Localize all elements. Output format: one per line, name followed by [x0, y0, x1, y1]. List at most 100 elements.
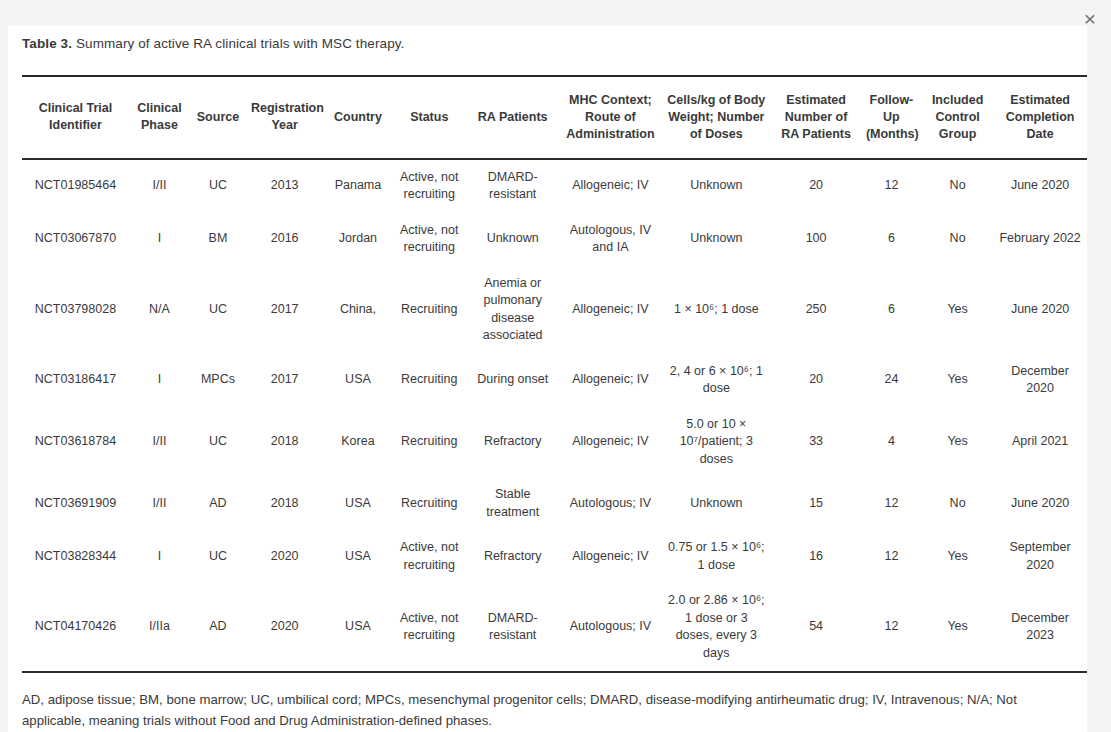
table-cell: I/II	[129, 477, 190, 530]
table-cell: Korea	[323, 407, 392, 478]
table-cell: UC	[190, 159, 246, 213]
table-row: NCT03186417IMPCs2017USARecruitingDuring …	[22, 354, 1087, 407]
table-cell: 2.0 or 2.86 × 10⁶; 1 dose or 3 doses, ev…	[661, 583, 771, 672]
table-cell: During onset	[466, 354, 560, 407]
table-cell: China,	[323, 266, 392, 354]
table-cell: Anemia or pulmonary disease associated	[466, 266, 560, 354]
table-cell: I	[129, 530, 190, 583]
table-cell: USA	[323, 583, 392, 672]
table-cell: Yes	[922, 354, 993, 407]
table-cell: MPCs	[190, 354, 246, 407]
table-cell: Jordan	[323, 213, 392, 266]
table-cell: December 2023	[993, 583, 1087, 672]
table-cell: Panama	[323, 159, 392, 213]
table-cell: Allogeneic; IV	[560, 266, 662, 354]
page-background: × Table 3. Summary of active RA clinical…	[0, 0, 1111, 732]
table-cell: Unknown	[661, 159, 771, 213]
table-cell: I/II	[129, 407, 190, 478]
table-row: NCT01985464I/IIUC2013PanamaActive, not r…	[22, 159, 1087, 213]
table-cell: Refractory	[466, 530, 560, 583]
table-cell: 2013	[246, 159, 323, 213]
table-cell: September 2020	[993, 530, 1087, 583]
table-cell: 16	[771, 530, 861, 583]
table-body: NCT01985464I/IIUC2013PanamaActive, not r…	[22, 159, 1087, 673]
table-cell: 33	[771, 407, 861, 478]
table-cell: 250	[771, 266, 861, 354]
table-cell: No	[922, 213, 993, 266]
column-header: Cells/kg of Body Weight; Number of Doses	[661, 76, 771, 159]
table-caption-text: Summary of active RA clinical trials wit…	[76, 36, 405, 51]
column-header: Clinical Phase	[129, 76, 190, 159]
table-cell: DMARD-resistant	[466, 583, 560, 672]
table-cell: 20	[771, 159, 861, 213]
table-cell: Allogeneic; IV	[560, 530, 662, 583]
table-cell: June 2020	[993, 266, 1087, 354]
table-cell: NCT03186417	[22, 354, 129, 407]
table-cell: NCT03618784	[22, 407, 129, 478]
column-header: Country	[323, 76, 392, 159]
table-cell: Unknown	[466, 213, 560, 266]
table-cell: Recruiting	[393, 354, 466, 407]
table-cell: 20	[771, 354, 861, 407]
table-cell: AD	[190, 583, 246, 672]
table-cell: Autologous; IV	[560, 583, 662, 672]
table-row: NCT03798028N/AUC2017China,RecruitingAnem…	[22, 266, 1087, 354]
column-header: Status	[393, 76, 466, 159]
table-cell: USA	[323, 530, 392, 583]
table-cell: Active, not recruiting	[393, 530, 466, 583]
table-cell: NCT04170426	[22, 583, 129, 672]
table-cell: 6	[861, 266, 922, 354]
table-cell: Refractory	[466, 407, 560, 478]
table-cell: No	[922, 159, 993, 213]
table-cell: Autologous; IV	[560, 477, 662, 530]
column-header: Follow-Up (Months)	[861, 76, 922, 159]
table-cell: Active, not recruiting	[393, 583, 466, 672]
table-cell: 6	[861, 213, 922, 266]
table-cell: Stable treatment	[466, 477, 560, 530]
table-cell: I/II	[129, 159, 190, 213]
table-cell: NCT03798028	[22, 266, 129, 354]
table-row: NCT03067870IBM2016JordanActive, not recr…	[22, 213, 1087, 266]
table-cell: 15	[771, 477, 861, 530]
table-cell: Yes	[922, 407, 993, 478]
table-cell: Unknown	[661, 213, 771, 266]
table-cell: UC	[190, 407, 246, 478]
table-cell: Yes	[922, 266, 993, 354]
table-cell: DMARD-resistant	[466, 159, 560, 213]
column-header: Estimated Number of RA Patients	[771, 76, 861, 159]
table-cell: 2018	[246, 407, 323, 478]
table-cell: Allogeneic; IV	[560, 354, 662, 407]
table-cell: 12	[861, 159, 922, 213]
table-panel: Table 3. Summary of active RA clinical t…	[8, 26, 1087, 732]
column-header: Source	[190, 76, 246, 159]
table-cell: Yes	[922, 530, 993, 583]
table-cell: BM	[190, 213, 246, 266]
table-cell: 2016	[246, 213, 323, 266]
table-cell: NCT01985464	[22, 159, 129, 213]
table-cell: Allogeneic; IV	[560, 159, 662, 213]
column-header: Included Control Group	[922, 76, 993, 159]
table-cell: NCT03691909	[22, 477, 129, 530]
table-cell: 2018	[246, 477, 323, 530]
table-cell: 1 × 10⁶; 1 dose	[661, 266, 771, 354]
table-cell: June 2020	[993, 159, 1087, 213]
table-cell: 24	[861, 354, 922, 407]
table-cell: 12	[861, 583, 922, 672]
table-caption: Table 3. Summary of active RA clinical t…	[22, 36, 1087, 51]
table-cell: Unknown	[661, 477, 771, 530]
table-row: NCT04170426I/IIaAD2020USAActive, not rec…	[22, 583, 1087, 672]
table-cell: 12	[861, 530, 922, 583]
table-cell: 4	[861, 407, 922, 478]
table-cell: Recruiting	[393, 266, 466, 354]
table-cell: AD	[190, 477, 246, 530]
table-cell: 2017	[246, 354, 323, 407]
table-row: NCT03828344IUC2020USAActive, not recruit…	[22, 530, 1087, 583]
table-cell: Autologous, IV and IA	[560, 213, 662, 266]
table-cell: Active, not recruiting	[393, 213, 466, 266]
table-cell: 100	[771, 213, 861, 266]
table-cell: UC	[190, 266, 246, 354]
table-cell: USA	[323, 354, 392, 407]
table-cell: April 2021	[993, 407, 1087, 478]
table-cell: Recruiting	[393, 407, 466, 478]
table-cell: 0.75 or 1.5 × 10⁶; 1 dose	[661, 530, 771, 583]
